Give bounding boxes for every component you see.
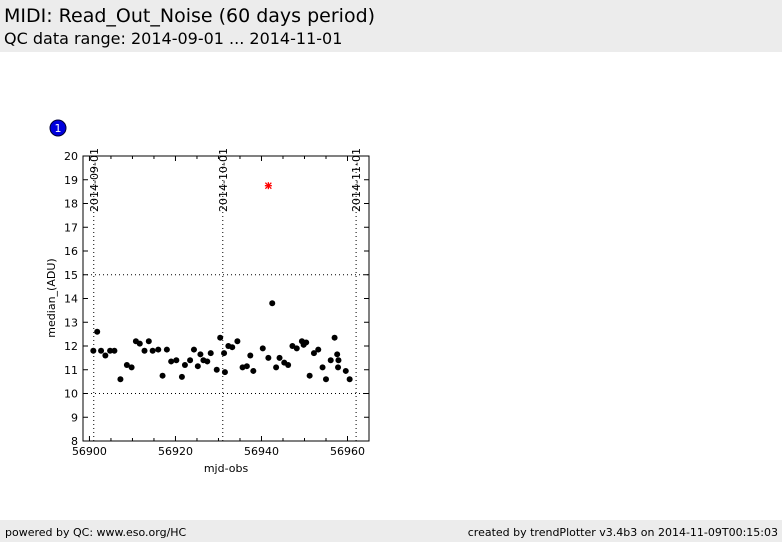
- data-point: [111, 347, 118, 354]
- page-subtitle: QC data range: 2014-09-01 ... 2014-11-01: [4, 29, 343, 48]
- data-point: [213, 366, 220, 373]
- data-point: [217, 334, 224, 341]
- badge-circle[interactable]: [49, 119, 67, 137]
- x-tick-label: 56920: [158, 445, 193, 458]
- data-point: [234, 338, 241, 345]
- y-tick-label: 14: [64, 293, 78, 306]
- data-point: [303, 339, 310, 346]
- data-point: [155, 346, 162, 353]
- data-point: [315, 346, 322, 353]
- data-point: [285, 362, 292, 368]
- y-tick-label: 8: [71, 435, 78, 448]
- data-point: [102, 352, 109, 359]
- grid-layer: [83, 274, 369, 394]
- y-axis-label: median_(ADU): [45, 258, 58, 337]
- data-point: [145, 338, 152, 345]
- data-point: [293, 345, 300, 352]
- data-point: [141, 347, 148, 354]
- data-point: [173, 357, 180, 364]
- data-point: [207, 350, 214, 357]
- date-markers: 2014-09-01 2014-10-01 2014-11-01: [88, 148, 363, 441]
- y-tick-label: 13: [64, 316, 78, 329]
- y-tick-label: 10: [64, 388, 78, 401]
- data-point: [276, 354, 283, 361]
- data-point: [181, 362, 188, 368]
- data-point: [128, 364, 135, 371]
- data-point: [334, 351, 341, 358]
- date-marker-label: 2014-10-01: [217, 148, 230, 212]
- y-tick-label: 15: [64, 269, 78, 282]
- data-point: [94, 328, 101, 335]
- data-point: [310, 350, 317, 357]
- x-axis-label: mjd-obs: [204, 462, 249, 475]
- data-point: [187, 357, 194, 364]
- data-point: [243, 363, 250, 370]
- data-point: [221, 369, 228, 376]
- date-marker-label: 2014-09-01: [88, 148, 101, 212]
- y-tick-label: 12: [64, 340, 78, 353]
- data-point: [331, 334, 338, 341]
- y-tick-label: 17: [64, 221, 78, 234]
- x-tick-label: 56900: [72, 445, 107, 458]
- data-point: [229, 344, 236, 351]
- footer-created-by: created by trendPlotter v3.4b3 on 2014-1…: [467, 526, 778, 539]
- data-point: [335, 357, 342, 364]
- data-point: [346, 376, 353, 383]
- x-tick-label: 56960: [330, 445, 365, 458]
- y-tick-label: 16: [64, 245, 78, 258]
- data-point: [149, 347, 156, 354]
- data-point: [319, 364, 326, 371]
- plot-frame: [82, 155, 370, 442]
- data-point: [221, 350, 228, 357]
- data-point: [107, 347, 114, 354]
- data-point: [247, 352, 254, 359]
- data-point: [306, 372, 313, 379]
- y-tick-label: 9: [71, 411, 78, 424]
- data-point: [136, 340, 143, 347]
- y-tick-label: 11: [64, 364, 78, 377]
- data-point: [98, 347, 105, 354]
- badge[interactable]: 1: [49, 119, 67, 137]
- data-point: [265, 354, 272, 361]
- page-title: MIDI: Read_Out_Noise (60 days period): [4, 5, 376, 27]
- data-point: [273, 364, 280, 371]
- data-point: [250, 367, 257, 374]
- data-point: [327, 357, 334, 364]
- data-point: [204, 358, 211, 365]
- data-point: [322, 376, 329, 383]
- header-bar: MIDI: Read_Out_Noise (60 days period) QC…: [0, 0, 782, 52]
- data-point: [342, 367, 349, 374]
- tick-layer: 56900 56920 56940 56960 8 9 10 11 12 13 14 15 16 17 18…: [64, 150, 369, 458]
- date-marker-label: 2014-11-01: [350, 148, 363, 212]
- points-layer: [90, 182, 353, 383]
- footer-powered-by: powered by QC: www.eso.org/HC: [5, 526, 187, 539]
- data-point: [190, 346, 197, 353]
- outlier-point: [264, 182, 272, 190]
- data-point: [335, 364, 342, 371]
- x-tick-label: 56940: [244, 445, 279, 458]
- data-point: [163, 346, 170, 353]
- y-tick-label: 20: [64, 150, 78, 163]
- data-point: [197, 351, 204, 358]
- data-point: [159, 372, 166, 379]
- data-point: [90, 347, 97, 354]
- data-point: [168, 358, 175, 365]
- footer-bar: powered by QC: www.eso.org/HC created by…: [0, 520, 782, 542]
- data-point: [194, 363, 201, 370]
- data-point: [123, 362, 130, 368]
- data-point: [269, 300, 276, 307]
- data-point: [178, 373, 185, 380]
- data-point: [117, 376, 124, 383]
- y-tick-label: 18: [64, 198, 78, 211]
- y-tick-label: 19: [64, 174, 78, 187]
- data-point: [259, 345, 266, 352]
- badge-label: 1: [55, 122, 62, 135]
